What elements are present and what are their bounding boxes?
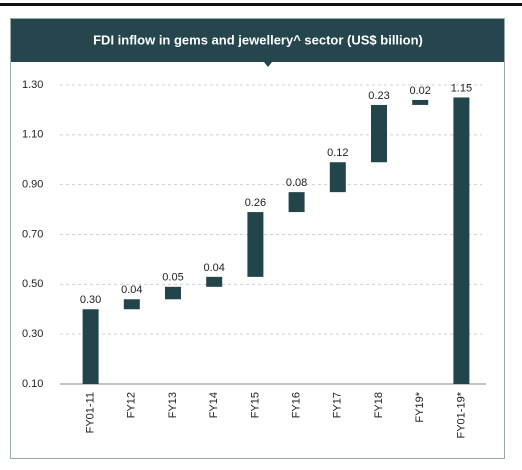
value-label: 1.15: [451, 82, 472, 94]
value-label: 0.04: [203, 262, 224, 274]
value-label: 0.23: [368, 90, 389, 102]
x-tick-label: FY01-11: [85, 392, 97, 433]
y-tick-label: 0.70: [22, 228, 43, 240]
x-tick-label: FY14: [208, 392, 220, 418]
y-tick-label: 1.30: [22, 79, 43, 91]
bar: [247, 212, 264, 277]
bar: [329, 162, 346, 193]
x-tick-label: FY19*: [414, 391, 426, 422]
value-label: 0.08: [286, 177, 307, 189]
y-tick-label: 0.10: [22, 378, 43, 390]
y-tick-label: 0.90: [22, 179, 43, 191]
top-rule: [0, 3, 522, 6]
x-tick-label: FY18: [373, 392, 385, 418]
bar: [123, 299, 140, 310]
header-notch: [264, 62, 272, 67]
value-label: 0.02: [409, 85, 430, 97]
value-label: 0.30: [80, 294, 101, 306]
value-label: 0.12: [327, 147, 348, 159]
bar: [165, 286, 181, 300]
bar: [412, 99, 429, 105]
value-label: 0.05: [162, 272, 183, 284]
y-tick-label: 1.10: [22, 129, 43, 141]
value-label: 0.04: [121, 284, 142, 296]
x-tick-label: FY17: [332, 392, 344, 418]
bar: [288, 192, 305, 213]
y-tick-label: 0.50: [22, 278, 43, 290]
bar: [371, 104, 387, 163]
panel: [10, 18, 505, 459]
x-tick-label: FY16: [291, 392, 303, 418]
bar: [206, 276, 223, 287]
chart-title: FDI inflow in gems and jewellery^ sector…: [93, 32, 423, 47]
x-tick-label: FY15: [249, 392, 261, 418]
x-tick-label: FY13: [167, 392, 179, 418]
header: [11, 19, 504, 62]
y-tick-label: 0.30: [22, 328, 43, 340]
bar: [453, 97, 470, 384]
bar: [82, 309, 99, 384]
x-tick-label: FY12: [126, 392, 138, 418]
x-tick-label: FY01-19*: [455, 391, 467, 438]
value-label: 0.26: [245, 197, 266, 209]
